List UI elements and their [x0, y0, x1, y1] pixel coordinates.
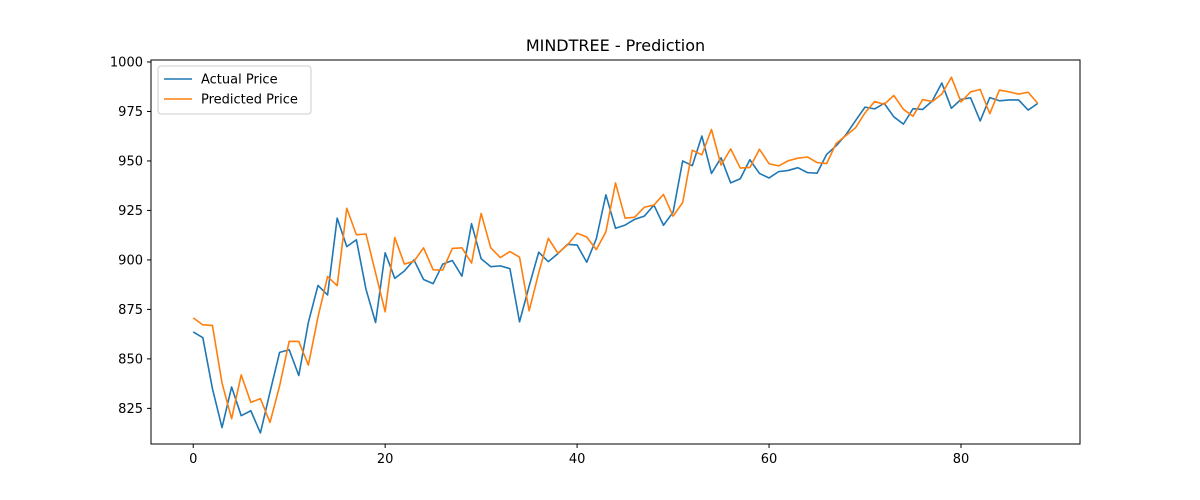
y-tick-label: 1000 [110, 55, 143, 70]
x-tick-label: 40 [569, 452, 586, 467]
x-tick-label: 20 [377, 452, 394, 467]
y-tick-label: 975 [118, 105, 143, 120]
y-tick-label: 900 [118, 253, 143, 268]
chart-title: MINDTREE - Prediction [526, 36, 705, 55]
plot-frame [150, 59, 1081, 445]
y-tick-label: 850 [118, 352, 143, 367]
series-line-1 [192, 82, 1039, 434]
legend-label-1: Actual Price [201, 73, 278, 88]
x-tick-label: 0 [189, 452, 197, 467]
y-tick-label: 950 [118, 154, 143, 169]
x-tick-label: 60 [761, 452, 778, 467]
y-tick-label: 825 [118, 402, 143, 417]
y-tick-label: 925 [118, 204, 143, 219]
legend-box [157, 65, 312, 115]
y-axis: 825 850 875 900 925 950 975 1000 [110, 55, 151, 417]
legend: Actual Price Predicted Price [157, 65, 312, 115]
legend-label-2: Predicted Price [201, 93, 298, 108]
x-axis: 0 20 40 60 80 [189, 444, 969, 467]
series-line-2 [192, 76, 1039, 424]
series-layer [192, 76, 1039, 434]
x-tick-label: 80 [953, 452, 970, 467]
y-tick-label: 875 [118, 303, 143, 318]
